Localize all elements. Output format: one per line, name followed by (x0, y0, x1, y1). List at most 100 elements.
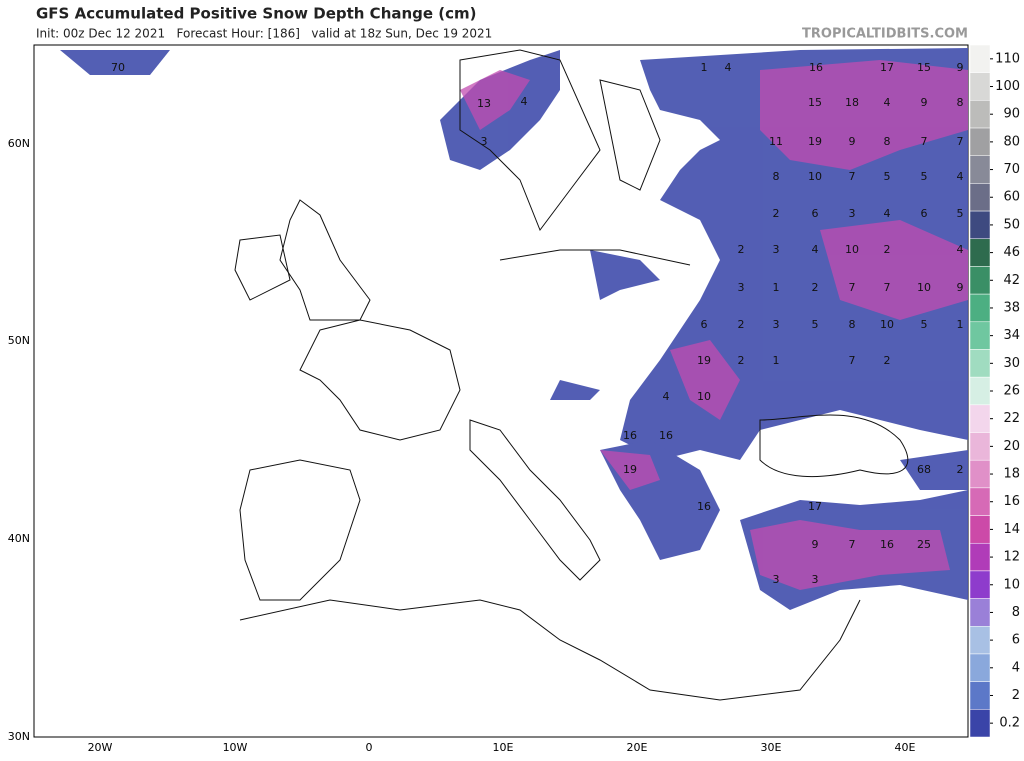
snow-value-label: 8 (849, 318, 856, 331)
colorbar-swatch (969, 44, 991, 73)
colorbar-swatch (969, 155, 991, 184)
snow-value-label: 7 (849, 281, 856, 294)
colorbar-label: 50 (1003, 217, 1020, 232)
colorbar-swatch (969, 293, 991, 323)
site-credit: TROPICALTIDBITS.COM (802, 27, 968, 42)
colorbar-label: 20 (1003, 439, 1020, 454)
snow-value-label: 70 (111, 61, 125, 74)
snow-value-label: 4 (957, 243, 964, 256)
snow-value-label: 9 (812, 538, 819, 551)
snow-value-label: 6 (812, 207, 819, 220)
colorbar-swatch (969, 127, 991, 156)
lon-label: 30E (761, 741, 782, 754)
coastlines (234, 49, 909, 701)
lon-label: 10W (223, 741, 248, 754)
lon-label: 20E (627, 741, 648, 754)
colorbar-label: 0.2 (999, 716, 1020, 731)
colorbar-label: 80 (1003, 134, 1020, 149)
colorbar-label: 34 (1003, 328, 1020, 343)
colorbar-swatch (969, 626, 991, 655)
colorbar-label: 12 (1003, 550, 1020, 565)
snow-value-label: 6 (701, 318, 708, 331)
colorbar-swatch (969, 432, 991, 461)
colorbar-swatch (969, 598, 991, 627)
lat-label: 60N (8, 137, 30, 150)
map (33, 44, 969, 738)
subtitle: Init: 00z Dec 12 2021 Forecast Hour: [18… (36, 27, 492, 41)
colorbar-label: 8 (1012, 605, 1020, 620)
snow-value-label: 8 (884, 135, 891, 148)
snow-value-label: 9 (921, 96, 928, 109)
snow-value-label: 5 (812, 318, 819, 331)
colorbar-swatch (969, 321, 991, 350)
lat-label: 30N (8, 730, 30, 743)
colorbar-swatch (969, 459, 991, 489)
colorbar-swatch (969, 515, 991, 544)
colorbar-label: 70 (1003, 162, 1020, 177)
snow-value-label: 19 (623, 463, 637, 476)
colorbar-swatch (969, 376, 991, 406)
colorbar-label: 100 (995, 79, 1020, 94)
colorbar-label: 14 (1003, 522, 1020, 537)
colorbar-swatch (969, 210, 991, 240)
snow-value-label: 7 (921, 135, 928, 148)
lon-label: 40E (895, 741, 916, 754)
snow-value-label: 16 (697, 500, 711, 513)
snow-value-label: 2 (957, 463, 964, 476)
colorbar-swatch (969, 100, 991, 129)
colorbar-label: 60 (1003, 190, 1020, 205)
colorbar-swatch (969, 709, 991, 738)
snow-value-label: 3 (773, 243, 780, 256)
snow-value-label: 5 (884, 170, 891, 183)
colorbar-swatch (969, 570, 991, 599)
colorbar-swatch (969, 681, 991, 710)
snow-value-label: 9 (849, 135, 856, 148)
snow-value-label: 1 (773, 354, 780, 367)
snow-value-label: 3 (812, 573, 819, 586)
snow-value-label: 2 (773, 207, 780, 220)
snow-value-label: 18 (845, 96, 859, 109)
title: GFS Accumulated Positive Snow Depth Chan… (36, 5, 477, 23)
colorbar-swatch (969, 487, 991, 516)
lon-label: 0 (366, 741, 373, 754)
colorbar-label: 46 (1003, 245, 1020, 260)
snow-value-label: 16 (809, 61, 823, 74)
colorbar-swatch (969, 349, 991, 378)
colorbar-swatch (969, 653, 991, 682)
snow-value-label: 7 (849, 354, 856, 367)
snow-value-label: 6 (921, 207, 928, 220)
snow-value-label: 3 (738, 281, 745, 294)
snow-value-label: 8 (957, 96, 964, 109)
lon-label: 10E (493, 741, 514, 754)
snow-value-label: 17 (808, 500, 822, 513)
snow-value-label: 4 (663, 390, 670, 403)
colorbar-label: 42 (1003, 273, 1020, 288)
snow-value-label: 4 (521, 95, 528, 108)
snow-value-label: 2 (738, 318, 745, 331)
snow-value-label: 3 (773, 573, 780, 586)
colorbar-swatch (969, 404, 991, 433)
snow-value-label: 68 (917, 463, 931, 476)
snow-value-label: 10 (917, 281, 931, 294)
snow-value-label: 4 (884, 96, 891, 109)
lat-label: 50N (8, 334, 30, 347)
snow-value-label: 19 (808, 135, 822, 148)
snow-value-label: 7 (849, 538, 856, 551)
snow-value-label: 15 (808, 96, 822, 109)
colorbar-label: 16 (1003, 494, 1020, 509)
snow-value-label: 2 (812, 281, 819, 294)
colorbar-label: 30 (1003, 356, 1020, 371)
colorbar-label: 22 (1003, 411, 1020, 426)
snow-value-label: 10 (845, 243, 859, 256)
colorbar-label: 2 (1012, 688, 1020, 703)
snow-value-label: 9 (957, 281, 964, 294)
snow-value-label: 4 (812, 243, 819, 256)
snow-value-label: 4 (725, 61, 732, 74)
snow-value-label: 5 (921, 318, 928, 331)
snow-value-label: 5 (921, 170, 928, 183)
colorbar-swatch (969, 266, 991, 295)
snow-value-label: 1 (773, 281, 780, 294)
snow-value-label: 9 (957, 61, 964, 74)
lon-label: 20W (88, 741, 113, 754)
